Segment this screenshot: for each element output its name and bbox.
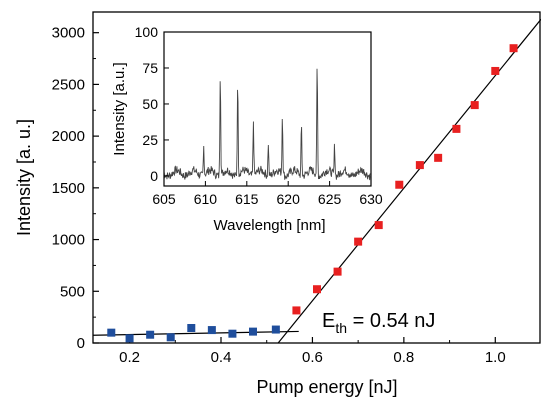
inset-x-tick-label: 605 [152, 191, 176, 207]
y-tick-label: 2000 [52, 128, 85, 145]
data-point-series-2 [313, 285, 321, 294]
threshold-annotation: Eth = 0.54 nJ [322, 310, 435, 336]
data-point-series-2 [509, 44, 518, 53]
inset-x-tick-label: 625 [318, 191, 342, 207]
plot-frame [92, 11, 541, 344]
data-point-series-1 [187, 324, 196, 333]
data-point-series-2 [415, 161, 424, 170]
data-point-series-1 [146, 330, 155, 339]
inset-x-tick-label: 630 [359, 191, 383, 207]
data-point-series-1 [271, 325, 280, 334]
data-point-series-1 [166, 333, 175, 342]
inset-y-tick-label: 25 [142, 132, 158, 148]
data-point-series-2 [374, 221, 383, 230]
inset-y-tick-label: 100 [135, 24, 159, 40]
inset-y-tick-label: 0 [150, 168, 158, 184]
data-point-series-1 [207, 326, 216, 335]
data-point-series-2 [395, 180, 404, 189]
x-tick-label: 0.2 [119, 349, 140, 366]
x-tick-label: 1.0 [485, 349, 506, 366]
inset-plot: 605 610 615 620 625 630 0 25 50 75 100 Wavelength [… [111, 24, 383, 234]
data-point-series-2 [491, 66, 500, 75]
spectrum-line [163, 68, 372, 181]
data-point-series-2 [292, 306, 301, 315]
inset-x-tick-label: 615 [235, 191, 259, 207]
inset-x-axis-title: Wavelength [nm] [214, 217, 326, 234]
y-tick-label: 500 [60, 283, 85, 300]
y-tick-label: 1000 [52, 232, 85, 249]
x-tick-label: 0.6 [302, 349, 323, 366]
data-point-series-1 [249, 327, 257, 336]
data-point-series-2 [434, 153, 443, 162]
main-plot: 0.2 0.4 0.6 0.8 1.0050010001500200025003000P… [14, 11, 541, 397]
y-tick-label: 2500 [52, 76, 85, 93]
x-tick-label: 0.4 [211, 349, 232, 366]
inset-y-tick-label: 50 [142, 96, 158, 112]
inset-x-tick-label: 610 [194, 191, 218, 207]
data-point-series-2 [452, 124, 461, 133]
data-point-series-2 [470, 101, 479, 110]
x-tick-label: 0.8 [393, 349, 414, 366]
fit-line-1 [92, 330, 299, 336]
y-tick-label: 3000 [52, 25, 85, 42]
y-tick-label: 1500 [52, 180, 85, 197]
x-axis-title: Pump energy [nJ] [256, 377, 397, 397]
data-point-series-1 [228, 329, 237, 338]
data-point-series-1 [125, 334, 134, 343]
data-point-series-2 [333, 267, 342, 276]
data-point-series-2 [354, 237, 363, 246]
inset-x-tick-label: 620 [277, 191, 301, 207]
y-tick-label: 0 [77, 335, 85, 352]
inset-y-axis-title: Intensity [a.u.] [111, 62, 128, 155]
data-point-series-1 [107, 328, 116, 337]
inset-y-tick-label: 75 [142, 60, 158, 76]
y-axis-title: Intensity [a. u.] [14, 119, 34, 236]
